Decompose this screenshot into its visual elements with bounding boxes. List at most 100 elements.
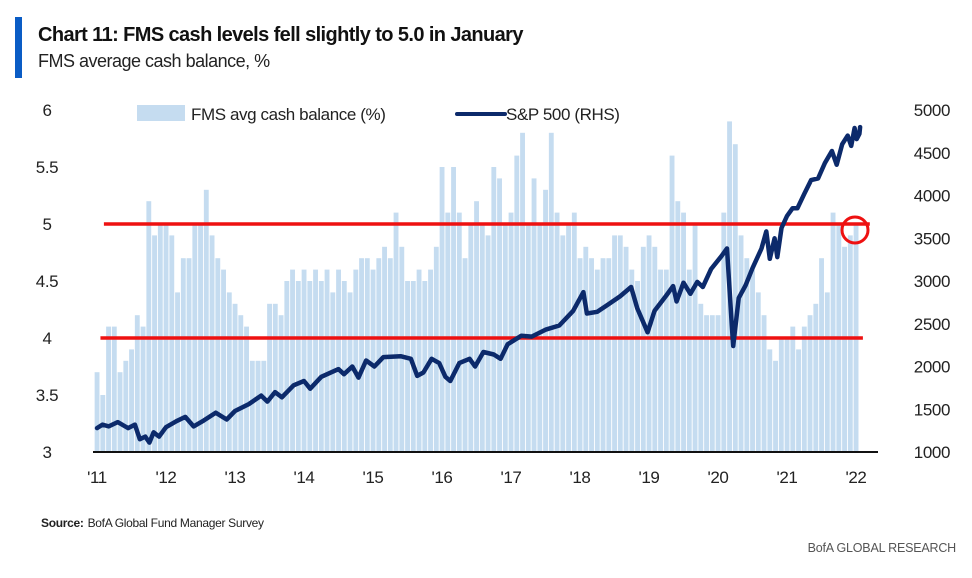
right-tick-label: 4500 [914,144,950,163]
left-tick-label: 4.5 [36,272,58,291]
cash-bar [307,281,313,452]
cash-bar [813,303,819,452]
cash-bar [819,258,824,452]
cash-bar [640,246,646,452]
x-tick-label: '15 [363,468,384,487]
right-axis-ticks: 1000 1500 2000 2500 3000 3500 4000 4500 5000 [914,101,951,462]
cash-bar [485,235,491,452]
cash-bar [203,189,209,453]
left-tick-label: 5.5 [36,158,58,177]
cash-bar [773,360,778,452]
cash-bar [847,235,853,452]
cash-bar [629,269,635,452]
cash-bar [594,269,600,452]
x-tick-label: '21 [777,468,798,487]
cash-bar [117,372,123,452]
x-tick-label: '19 [639,468,660,487]
legend-swatch-fms-cash [137,105,185,121]
cash-bar [686,269,692,452]
cash-bar [750,269,755,452]
cash-bar [514,155,520,452]
cash-bar [571,212,577,452]
cash-bar [353,269,359,452]
cash-bar [669,155,675,452]
cash-bar [106,326,111,452]
cash-bar [824,292,830,452]
x-axis-ticks: '11 '12 '13 '14 '15 '16 '17 '18 '19 '20 '21 '22 [87,468,867,487]
x-tick-label: '18 [570,468,591,487]
cash-bar [439,167,445,452]
cash-bar [134,315,140,452]
cash-bar [801,326,807,452]
cash-bar [301,269,307,452]
right-tick-label: 1000 [914,443,950,462]
right-tick-label: 3500 [914,229,950,248]
cash-bar [778,338,784,452]
cash-bar [180,258,186,452]
cash-bar [255,360,261,452]
sp500-line [94,124,863,445]
cash-bar [721,212,727,452]
cash-bar [623,246,629,452]
cash-bar [416,269,422,452]
cash-bar [370,269,376,452]
cash-bar [364,258,370,452]
cash-bar [543,189,548,453]
cash-bar [129,349,134,452]
cash-bar [520,132,525,453]
cash-bar [617,235,623,452]
x-tick-label: '17 [501,468,522,487]
cash-bar [491,167,497,452]
highlight-circle [840,215,870,245]
cash-bar [738,235,744,452]
cash-bar [209,235,215,452]
x-tick-label: '14 [294,468,315,487]
cash-bar [169,235,175,452]
x-tick-label: '16 [432,468,453,487]
right-tick-label: 2000 [914,358,950,377]
cash-bar [376,258,382,452]
cash-bar [577,258,583,452]
source-label: Source: [41,516,84,530]
cash-bar [589,258,594,452]
legend-label-fms-cash: FMS avg cash balance (%) [191,105,385,124]
title-accent-bar [15,17,22,78]
cash-bar [393,212,399,452]
cash-bar [635,281,640,452]
cash-bar [232,303,238,452]
right-tick-label: 2500 [914,315,950,334]
cash-bar [221,269,226,452]
cash-bar [474,201,479,452]
x-tick-label: '11 [87,468,107,487]
cash-bar [215,258,221,452]
cash-bar [278,315,284,452]
cash-bar [244,326,249,452]
cash-bar [111,326,117,452]
cash-bar [807,315,813,452]
cash-bar [295,281,301,452]
cash-bar [767,349,773,452]
left-tick-label: 3.5 [36,386,58,405]
cash-bar [347,292,353,452]
cash-bar [508,212,514,452]
cash-bar [462,258,468,452]
cash-bar [186,258,192,452]
cash-bar [663,269,669,452]
cash-bar [451,167,456,452]
cash-bar [324,269,330,452]
cash-bar [681,212,686,452]
cash-bar [267,303,272,452]
cash-bar [497,178,502,452]
brand-label: BofA GLOBAL RESEARCH [807,541,957,555]
cash-bar [433,246,439,452]
cash-bar [784,338,790,452]
cash-bar [612,235,617,452]
cash-bar [830,212,836,452]
cash-bar [658,269,663,452]
cash-bar [94,372,100,452]
chart-title: Chart 11: FMS cash levels fell slightly … [38,24,523,46]
cash-bar [405,281,410,452]
source-note: Source: BofA Global Fund Manager Survey [41,516,264,530]
cash-bar [531,178,537,452]
source-text: BofA Global Fund Manager Survey [87,516,264,530]
